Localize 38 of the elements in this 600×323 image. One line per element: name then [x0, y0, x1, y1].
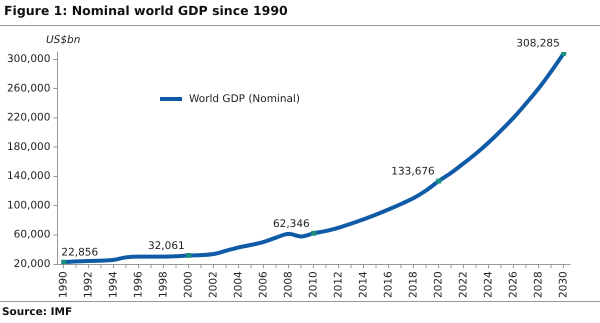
y-tick-label: 100,000 — [7, 199, 50, 212]
x-tick-label: 2020 — [432, 271, 444, 298]
x-tick-label: 2018 — [407, 271, 420, 298]
x-tick-label: 2008 — [282, 271, 294, 298]
x-tick-label: 1996 — [132, 270, 144, 298]
x-tick-label: 2014 — [357, 270, 370, 298]
y-tick-label: 180,000 — [7, 140, 50, 153]
x-tick-label: 2028 — [532, 271, 544, 298]
x-tick-label: 1992 — [82, 271, 94, 298]
y-tick-label: 140,000 — [7, 170, 50, 182]
x-tick-label: 2006 — [257, 270, 270, 298]
x-tick-label: 1994 — [107, 270, 120, 298]
x-tick-label: 2024 — [482, 270, 494, 298]
x-tick-label: 2010 — [307, 271, 320, 298]
x-tick-label: 2000 — [182, 271, 194, 298]
data-label: 22,856 — [61, 246, 98, 259]
legend-label: World GDP (Nominal) — [189, 93, 300, 105]
x-tick-label: 2022 — [457, 271, 470, 298]
y-tick-label: 220,000 — [7, 112, 50, 124]
x-tick-label: 1990 — [57, 271, 70, 298]
y-tick-label: 260,000 — [7, 82, 50, 94]
y-tick-label: 300,000 — [7, 53, 50, 66]
data-label: 308,285 — [516, 38, 560, 50]
x-tick-label: 1998 — [157, 271, 170, 298]
y-tick-label: 20,000 — [14, 258, 50, 270]
x-tick-label: 2026 — [507, 270, 520, 298]
chart-title: Figure 1: Nominal world GDP since 1990 — [4, 3, 288, 18]
x-tick-label: 2030 — [557, 271, 570, 298]
x-tick-label: 2016 — [382, 270, 394, 298]
x-tick-label: 2012 — [332, 271, 344, 298]
data-label: 133,676 — [391, 166, 436, 178]
y-tick-label: 60,000 — [14, 228, 50, 241]
y-axis-title: US$bn — [46, 34, 80, 46]
x-tick-label: 2002 — [207, 271, 220, 298]
x-tick-label: 2004 — [232, 270, 244, 298]
data-label: 32,061 — [148, 240, 185, 252]
source-note: Source: IMF — [2, 306, 72, 318]
data-label: 62,346 — [272, 218, 310, 230]
